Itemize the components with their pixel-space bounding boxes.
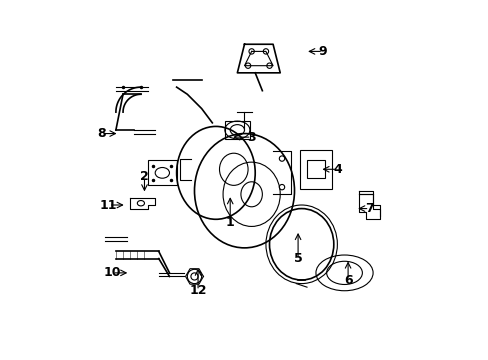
Text: 11: 11	[100, 198, 117, 212]
Polygon shape	[358, 194, 380, 216]
Text: 7: 7	[365, 202, 373, 215]
Text: 8: 8	[97, 127, 106, 140]
Text: 2: 2	[140, 170, 148, 183]
Text: 10: 10	[103, 266, 121, 279]
Text: 12: 12	[189, 284, 206, 297]
Text: 9: 9	[318, 45, 327, 58]
Text: 5: 5	[293, 252, 302, 265]
Text: 6: 6	[343, 274, 352, 287]
Text: 1: 1	[225, 216, 234, 229]
Polygon shape	[130, 198, 155, 208]
Text: 4: 4	[332, 163, 341, 176]
Text: 3: 3	[247, 131, 255, 144]
